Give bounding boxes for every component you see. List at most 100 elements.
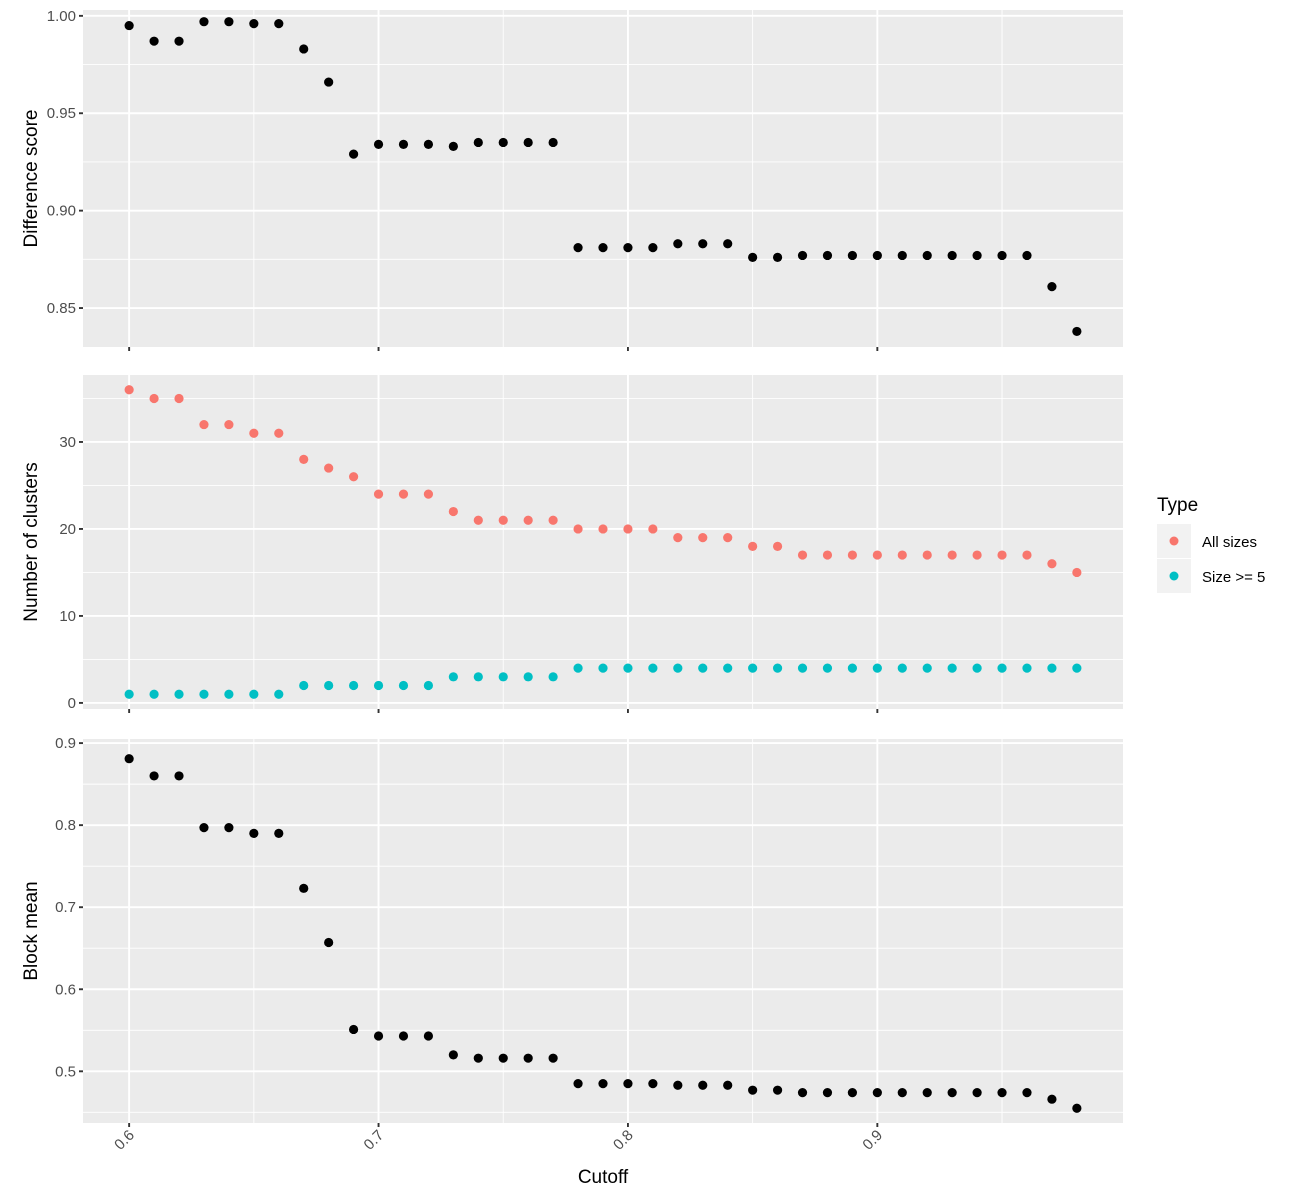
data-point — [822, 663, 833, 673]
data-point — [373, 1031, 384, 1041]
data-point — [124, 689, 134, 699]
data-point — [797, 550, 808, 560]
data-point — [1022, 663, 1032, 673]
data-point — [224, 689, 234, 699]
y-axis-title: Difference score — [21, 110, 42, 248]
data-point — [723, 663, 733, 673]
data-point — [473, 1053, 483, 1063]
data-point — [324, 680, 334, 691]
data-point — [723, 533, 733, 543]
data-point — [249, 689, 259, 699]
y-tick-label: 0.8 — [55, 817, 76, 834]
data-point — [598, 243, 608, 253]
y-tick-label: 10 — [59, 608, 76, 625]
data-point — [897, 663, 907, 673]
data-point — [224, 419, 234, 430]
data-point — [947, 550, 957, 560]
data-point — [698, 663, 708, 673]
data-point — [324, 463, 334, 473]
panel-background — [83, 739, 1123, 1123]
data-point — [274, 19, 284, 29]
data-point — [673, 533, 683, 543]
data-point — [274, 689, 284, 699]
x-tick-label: 0.7 — [361, 1127, 388, 1154]
data-point — [1022, 250, 1032, 261]
data-point — [473, 672, 483, 682]
data-point — [972, 663, 982, 673]
data-point — [423, 489, 434, 499]
data-point — [548, 1053, 558, 1063]
data-point — [797, 1088, 808, 1098]
data-point — [1047, 1094, 1057, 1104]
data-point — [324, 77, 334, 87]
panel-bottom: 0.5 0.6 0.7 0.8 0.9 Block mean — [21, 735, 1123, 1127]
data-point — [947, 663, 957, 673]
data-point — [299, 454, 309, 464]
y-tick-label: 0.95 — [47, 105, 76, 122]
y-tick-label: 0.90 — [47, 203, 76, 220]
data-point — [548, 672, 558, 682]
y-axis-title: Block mean — [21, 881, 42, 980]
data-point — [922, 663, 932, 673]
x-tick-label: 0.6 — [111, 1127, 138, 1154]
data-point — [348, 149, 359, 159]
y-tick-label: 20 — [59, 521, 76, 538]
series-size-5 — [124, 663, 1082, 699]
y-tick-label: 0 — [68, 695, 76, 712]
data-point — [473, 515, 483, 525]
data-point — [997, 663, 1007, 673]
data-point — [199, 17, 209, 27]
data-point — [797, 663, 808, 673]
data-point — [673, 1080, 683, 1090]
data-point — [398, 139, 409, 150]
data-point — [373, 680, 384, 691]
data-point — [897, 550, 907, 560]
data-point — [174, 689, 184, 699]
legend: Type All sizes Size >= 5 — [1157, 495, 1265, 593]
data-point — [348, 472, 359, 482]
data-point — [498, 515, 508, 525]
data-point — [997, 250, 1007, 261]
data-point — [174, 771, 184, 781]
data-point — [174, 393, 184, 404]
data-point — [947, 1088, 957, 1098]
data-point — [847, 663, 858, 673]
data-point — [348, 1024, 359, 1035]
data-point — [498, 672, 508, 682]
data-point — [897, 250, 907, 261]
x-axis-labels: 0.6 0.7 0.8 0.9 — [111, 1127, 886, 1154]
legend-marker-size-5 — [1169, 571, 1179, 581]
data-point — [947, 250, 957, 261]
x-tick-label: 0.9 — [859, 1127, 886, 1154]
data-point — [598, 1079, 608, 1089]
data-point — [249, 828, 259, 838]
data-point — [548, 515, 558, 525]
data-point — [448, 506, 458, 517]
data-point — [149, 36, 159, 46]
legend-title: Type — [1157, 495, 1198, 516]
data-point — [149, 393, 159, 404]
series-all-sizes — [124, 385, 1082, 578]
y-tick-label: 0.7 — [55, 899, 76, 916]
data-point — [997, 1088, 1007, 1098]
data-point — [797, 250, 808, 261]
data-point — [299, 883, 309, 893]
data-point — [922, 550, 932, 560]
data-point — [698, 239, 708, 249]
series-points-bottom — [124, 754, 1082, 1113]
data-point — [573, 1079, 583, 1089]
data-point — [473, 137, 483, 148]
data-point — [623, 243, 633, 253]
data-point — [1072, 1103, 1082, 1113]
data-point — [199, 823, 209, 833]
data-point — [523, 515, 533, 525]
data-point — [648, 1079, 658, 1089]
data-point — [922, 250, 932, 261]
data-point — [698, 1080, 708, 1090]
data-point — [698, 533, 708, 543]
data-point — [373, 139, 384, 150]
data-point — [448, 141, 458, 151]
data-point — [373, 489, 384, 499]
data-point — [723, 1080, 733, 1090]
data-point — [1047, 282, 1057, 292]
